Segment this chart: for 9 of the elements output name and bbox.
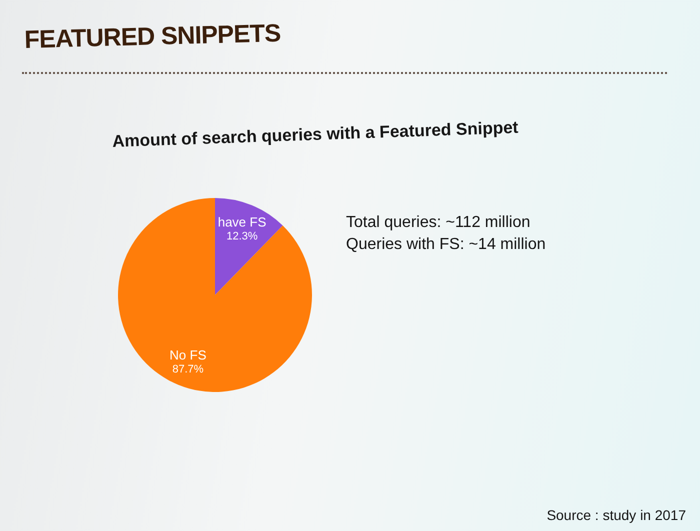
chart-title: FEATURED SNIPPETS [24, 19, 282, 55]
text: Total queries: ~112 million [346, 214, 530, 232]
chart-subtitle: Amount of search queries with a Featured Snippet [112, 118, 519, 152]
slice-label: No FS [170, 347, 207, 362]
slice-label: have FS [218, 214, 267, 230]
data-label: 12.3% [226, 230, 258, 243]
data-label: 87.7% [172, 363, 204, 376]
text: Queries with FS: ~14 million [346, 236, 546, 254]
source-note: Source : study in 2017 [546, 507, 686, 523]
